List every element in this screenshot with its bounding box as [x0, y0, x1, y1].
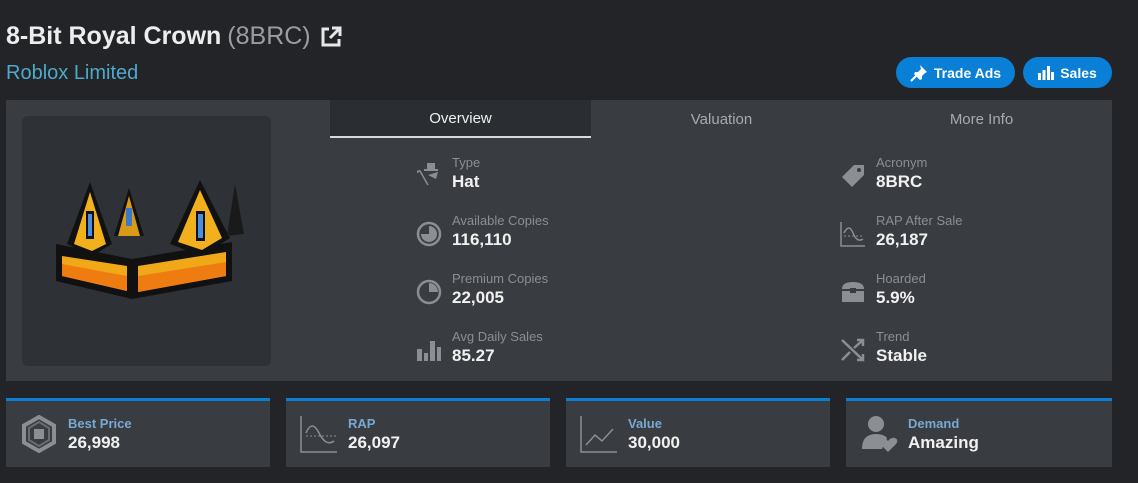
info-value: 8BRC — [876, 172, 923, 191]
info-label: Hoarded — [876, 271, 926, 286]
wave-chart-icon — [300, 416, 337, 453]
trade-ads-label: Trade Ads — [933, 64, 1002, 81]
card-best-price: Best Price 26,998 — [6, 398, 270, 467]
card-value: Value 30,000 — [566, 398, 830, 467]
tab-overview[interactable]: Overview — [330, 100, 591, 138]
shuffle-icon — [841, 338, 865, 362]
info-label: Avg Daily Sales — [452, 329, 543, 344]
card-value: 30,000 — [628, 432, 680, 452]
pie-chart-icon — [416, 221, 442, 247]
info-label: Acronym — [876, 155, 928, 170]
chest-icon — [842, 282, 864, 302]
info-avg-daily-sales: Avg Daily Sales 85.27 — [416, 329, 543, 367]
hat-cane-icon — [417, 163, 438, 186]
robux-icon — [22, 415, 56, 453]
info-available-copies: Available Copies 116,110 — [416, 213, 549, 251]
info-type: Type Hat — [416, 155, 480, 193]
info-trend: Trend Stable — [840, 329, 927, 367]
info-label: Type — [452, 155, 481, 170]
wave-chart-icon — [840, 222, 865, 247]
info-value: Hat — [452, 172, 480, 191]
info-label: RAP After Sale — [876, 213, 963, 228]
card-value: 26,998 — [68, 432, 120, 452]
info-label: Premium Copies — [452, 271, 549, 286]
info-value: 116,110 — [452, 230, 512, 249]
item-title: 8-Bit Royal Crown (8BRC) — [6, 22, 342, 51]
user-heart-icon — [862, 416, 898, 452]
trade-ads-button[interactable]: Trade Ads — [896, 57, 1015, 88]
info-hoarded: Hoarded 5.9% — [840, 271, 926, 309]
item-category-link[interactable]: Roblox Limited — [6, 62, 139, 84]
card-demand: Demand Amazing — [846, 398, 1112, 467]
bar-chart-icon — [1038, 65, 1055, 80]
info-value: 5.9% — [876, 288, 915, 307]
line-chart-icon — [580, 416, 617, 453]
tag-icon — [842, 165, 864, 187]
card-label: Value — [628, 415, 662, 431]
item-overview-panel: Overview Valuation More Info Type Hat Ava… — [6, 100, 1112, 381]
sales-label: Sales — [1060, 64, 1097, 81]
item-thumbnail — [22, 116, 271, 366]
card-rap: RAP 26,097 — [286, 398, 550, 467]
info-value: 26,187 — [876, 230, 928, 249]
tab-valuation[interactable]: Valuation — [690, 110, 753, 128]
info-acronym: Acronym 8BRC — [840, 155, 927, 193]
info-label: Trend — [876, 329, 910, 344]
sales-button[interactable]: Sales — [1023, 57, 1112, 88]
info-value: Stable — [876, 346, 928, 365]
info-label: Available Copies — [452, 213, 549, 228]
tab-more-info[interactable]: More Info — [949, 110, 1014, 128]
info-rap-after-sale: RAP After Sale 26,187 — [840, 213, 962, 251]
crown-image — [56, 180, 244, 299]
info-value: 85.27 — [452, 346, 495, 365]
item-acronym: (8BRC) — [227, 22, 311, 50]
pin-icon — [910, 64, 927, 82]
info-premium-copies: Premium Copies 22,005 — [416, 271, 548, 309]
bar-chart-icon — [417, 341, 441, 361]
external-link-icon[interactable] — [320, 26, 342, 48]
card-label: Best Price — [68, 415, 132, 431]
pie-outline-icon — [416, 279, 442, 305]
card-value: Amazing — [908, 432, 979, 452]
card-value: 26,097 — [348, 432, 400, 452]
info-value: 22,005 — [452, 288, 504, 307]
card-label: RAP — [348, 415, 376, 431]
item-name: 8-Bit Royal Crown — [6, 22, 222, 50]
card-label: Demand — [908, 415, 960, 431]
